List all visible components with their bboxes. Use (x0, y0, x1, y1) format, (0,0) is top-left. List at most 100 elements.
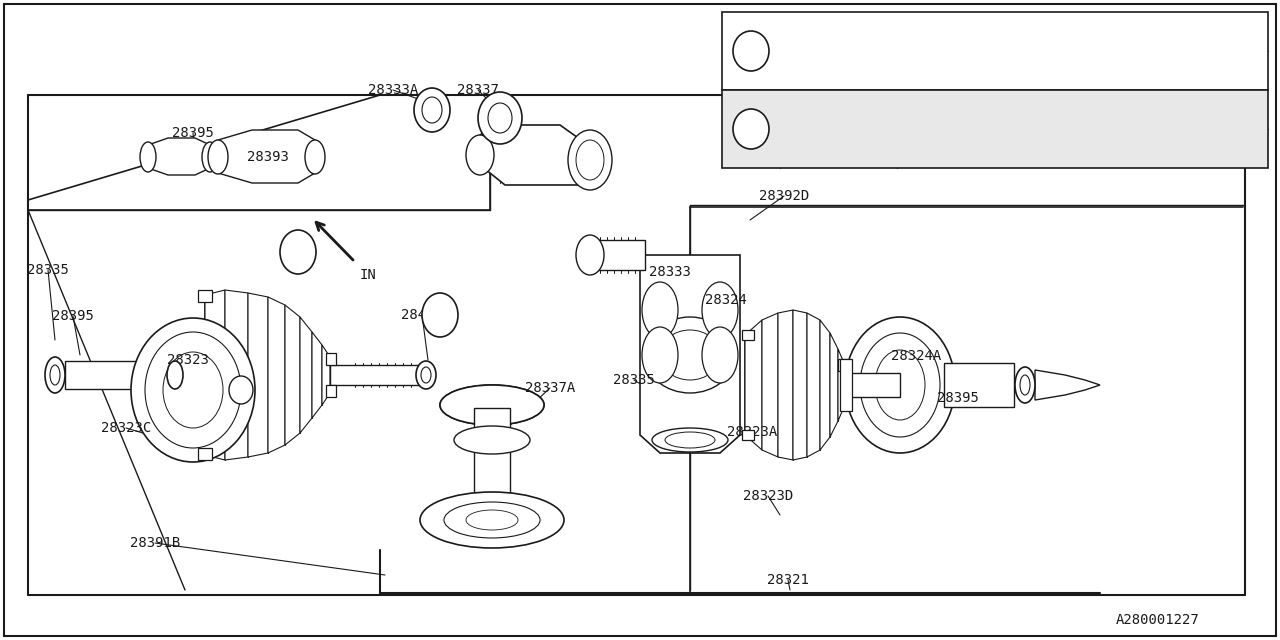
Ellipse shape (413, 88, 451, 132)
Text: 28324*A: 28324*A (806, 63, 870, 77)
Text: 28392D: 28392D (759, 189, 809, 203)
Text: 1: 1 (435, 308, 444, 322)
Text: 28335: 28335 (27, 263, 69, 277)
Text: 28321: 28321 (767, 573, 809, 587)
Ellipse shape (50, 365, 60, 385)
Ellipse shape (440, 385, 544, 425)
Text: 28323D: 28323D (742, 489, 794, 503)
Bar (722, 90, 1268, 168)
Text: 28395: 28395 (52, 309, 93, 323)
Text: 1: 1 (746, 44, 755, 58)
Ellipse shape (488, 103, 512, 133)
Ellipse shape (145, 332, 241, 448)
Polygon shape (778, 310, 794, 460)
Text: 28433: 28433 (401, 308, 443, 322)
Bar (742, 330, 754, 340)
Polygon shape (268, 297, 285, 453)
Bar (326, 385, 335, 397)
Ellipse shape (207, 140, 228, 174)
Ellipse shape (462, 393, 522, 417)
Text: 28323C: 28323C (101, 421, 151, 435)
Text: IN: IN (360, 268, 376, 282)
Text: 28323A: 28323A (727, 425, 777, 439)
Polygon shape (285, 305, 300, 445)
Text: 28324A*B: 28324A*B (806, 141, 870, 154)
Ellipse shape (202, 142, 218, 172)
Ellipse shape (643, 282, 678, 338)
Ellipse shape (280, 230, 316, 274)
Bar (326, 353, 335, 365)
Ellipse shape (568, 130, 612, 190)
Bar (742, 430, 754, 440)
Ellipse shape (645, 317, 735, 393)
Ellipse shape (701, 282, 739, 338)
Ellipse shape (701, 327, 739, 383)
Polygon shape (205, 290, 225, 460)
Text: 28324A: 28324A (891, 349, 941, 363)
Ellipse shape (444, 502, 540, 538)
Polygon shape (1036, 370, 1100, 400)
Polygon shape (806, 313, 820, 457)
Ellipse shape (1015, 367, 1036, 403)
Polygon shape (820, 320, 829, 450)
Ellipse shape (860, 333, 940, 437)
Polygon shape (829, 333, 838, 437)
Ellipse shape (229, 376, 253, 404)
Ellipse shape (131, 318, 255, 462)
Ellipse shape (576, 140, 604, 180)
Ellipse shape (643, 327, 678, 383)
Text: 28324: 28324 (705, 293, 748, 307)
Ellipse shape (140, 142, 156, 172)
Bar (198, 290, 212, 302)
Ellipse shape (422, 97, 442, 123)
Ellipse shape (845, 317, 955, 453)
Ellipse shape (422, 293, 458, 337)
Polygon shape (480, 125, 588, 185)
Polygon shape (248, 293, 268, 457)
Polygon shape (218, 130, 315, 183)
Text: 28395: 28395 (172, 126, 214, 140)
Polygon shape (838, 349, 844, 421)
Ellipse shape (440, 385, 544, 425)
Text: <FOR TURBO. 5MT&6MT>: <FOR TURBO. 5MT&6MT> (1042, 141, 1192, 154)
Text: 28333A: 28333A (367, 83, 419, 97)
Bar (330, 365, 420, 385)
Polygon shape (745, 320, 762, 450)
Text: 28324B*A: 28324B*A (806, 102, 870, 115)
Text: 28337: 28337 (457, 83, 499, 97)
Ellipse shape (166, 361, 183, 389)
Ellipse shape (477, 92, 522, 144)
Bar (945, 363, 1014, 407)
Text: 28393: 28393 (247, 150, 289, 164)
Bar (722, 12, 1268, 90)
Ellipse shape (466, 135, 494, 175)
Bar (474, 408, 509, 528)
Polygon shape (225, 290, 248, 460)
Ellipse shape (305, 140, 325, 174)
Ellipse shape (466, 510, 518, 530)
Text: 28324B*B: 28324B*B (806, 24, 870, 38)
Polygon shape (640, 255, 740, 453)
Ellipse shape (454, 426, 530, 454)
Bar (844, 373, 900, 397)
Text: <FOR TURBO. 5MT&6MT>: <FOR TURBO. 5MT&6MT> (1042, 63, 1192, 77)
Ellipse shape (652, 428, 728, 452)
Ellipse shape (416, 361, 436, 389)
Polygon shape (323, 345, 330, 405)
Text: 28323: 28323 (168, 353, 209, 367)
Bar (590, 240, 645, 270)
Ellipse shape (733, 31, 769, 71)
Text: <FOR NA&TURBO. 5AT>: <FOR NA&TURBO. 5AT> (1046, 102, 1188, 115)
Text: 2: 2 (746, 122, 755, 136)
Text: 28391B: 28391B (129, 536, 180, 550)
Polygon shape (794, 310, 806, 460)
Ellipse shape (421, 367, 431, 383)
Ellipse shape (660, 330, 719, 380)
Ellipse shape (733, 109, 769, 149)
Text: 28335: 28335 (613, 373, 655, 387)
Text: 28395: 28395 (937, 391, 979, 405)
Ellipse shape (45, 357, 65, 393)
Text: A280001227: A280001227 (1116, 613, 1201, 627)
Bar (840, 359, 852, 411)
Bar (838, 359, 849, 371)
